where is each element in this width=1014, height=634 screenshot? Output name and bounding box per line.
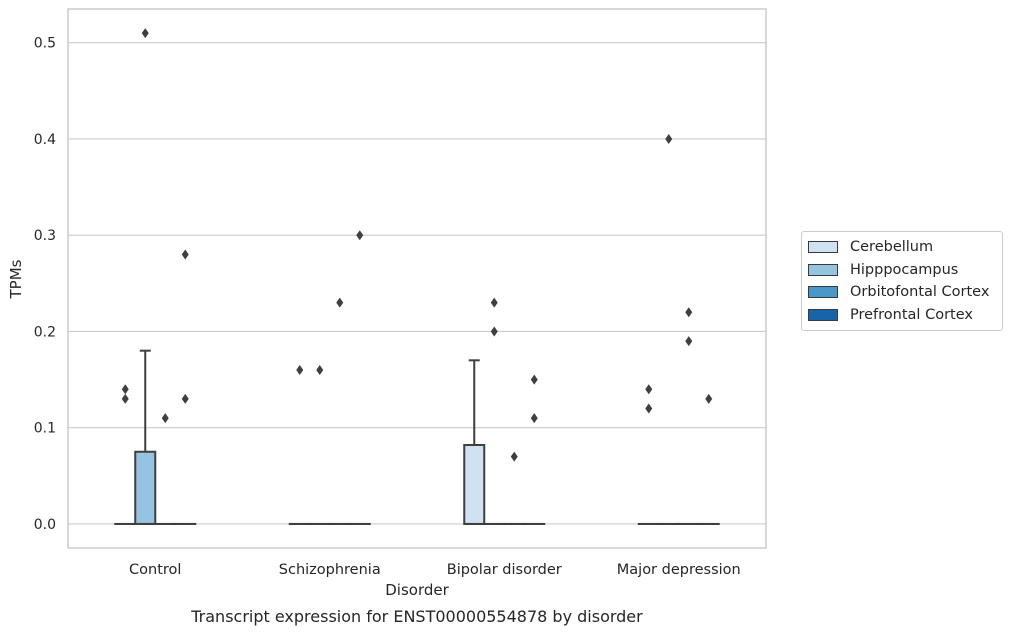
outlier-point <box>141 28 149 39</box>
legend-label: Orbitofontal Cortex <box>850 284 990 301</box>
outlier-point <box>121 393 129 404</box>
outlier-point <box>161 413 169 424</box>
y-tick-label: 0.2 <box>34 324 56 340</box>
y-ticks: 0.0 0.1 0.2 0.3 0.4 0.5 <box>34 36 56 533</box>
outlier-point <box>316 364 324 375</box>
outlier-point <box>530 413 538 424</box>
outlier-point <box>356 230 364 241</box>
legend-swatch <box>808 308 838 321</box>
box <box>463 444 486 525</box>
outlier-point <box>705 393 713 404</box>
outlier-point <box>530 374 538 385</box>
legend: Cerebellum Hipppocampus Orbitofontal Corte… <box>801 231 1003 331</box>
outlier-point <box>296 364 304 375</box>
outlier-point <box>510 451 518 462</box>
legend-label: Cerebellum <box>850 239 934 256</box>
x-tick-label: Control <box>129 562 181 578</box>
legend-swatch <box>808 241 838 254</box>
legend-item: Orbitofontal Cortex <box>808 281 1002 304</box>
y-tick-label: 0.5 <box>34 36 56 52</box>
y-tick-label: 0.3 <box>34 228 56 244</box>
outlier-point <box>645 403 653 414</box>
x-tick-label: Major depression <box>617 562 741 578</box>
box-plots <box>114 28 720 525</box>
legend-swatch <box>808 286 838 299</box>
x-tick-label: Bipolar disorder <box>447 562 562 578</box>
outlier-point <box>685 336 693 347</box>
plot-frame <box>67 8 767 549</box>
y-tick-label: 0.0 <box>34 517 56 533</box>
legend-label: Hipppocampus <box>850 261 959 278</box>
y-axis-label: TPMs <box>7 259 25 299</box>
y-tick-label: 0.4 <box>34 132 56 148</box>
outlier-point <box>645 384 653 395</box>
outlier-point <box>181 393 189 404</box>
y-tick-label: 0.1 <box>34 421 56 437</box>
chart-title: Transcript expression for ENST0000055487… <box>190 607 643 626</box>
grid-lines <box>68 42 766 525</box>
outlier-point <box>665 133 673 144</box>
x-ticks: Control Schizophrenia Bipolar disorder Majo… <box>129 562 741 578</box>
x-axis-label: Disorder <box>385 581 449 599</box>
legend-item: Hipppocampus <box>808 259 1002 282</box>
box <box>134 450 157 525</box>
outlier-point <box>490 326 498 337</box>
legend-label: Prefrontal Cortex <box>850 306 973 323</box>
outlier-point <box>181 249 189 260</box>
x-tick-label: Schizophrenia <box>279 562 381 578</box>
legend-item: Prefrontal Cortex <box>808 304 1002 327</box>
outlier-point <box>336 297 344 308</box>
legend-item: Cerebellum <box>808 236 1002 259</box>
outlier-point <box>490 297 498 308</box>
outlier-point <box>685 307 693 318</box>
outlier-point <box>121 384 129 395</box>
legend-swatch <box>808 263 838 276</box>
